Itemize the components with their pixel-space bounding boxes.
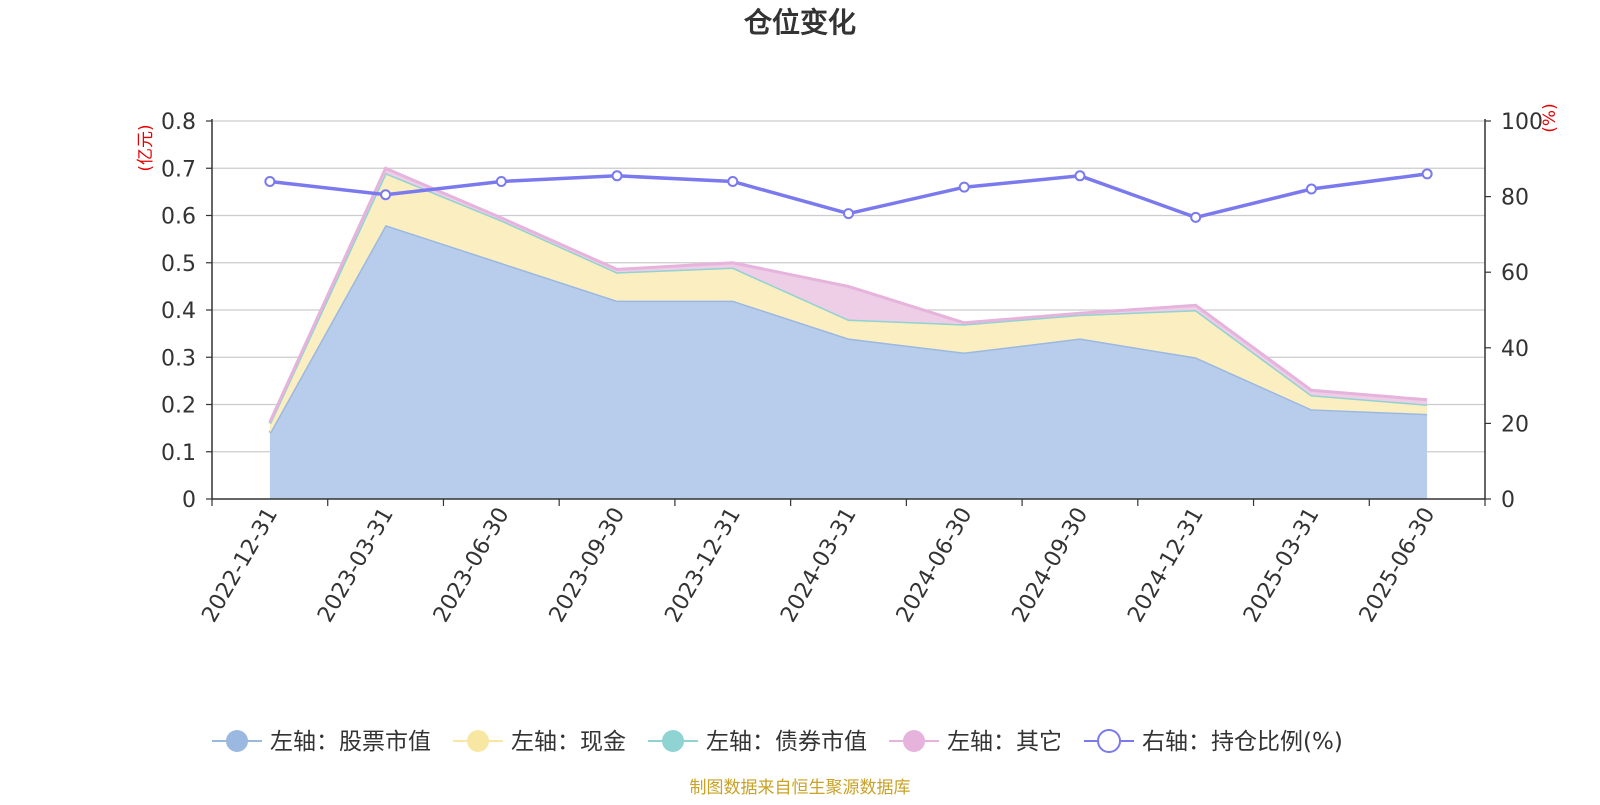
legend-dot-icon (226, 730, 248, 752)
left-axis-tick-label: 0.2 (161, 394, 196, 419)
area-line-左轴：其它 (268, 166, 1428, 423)
left-axis-tick-label: 0 (182, 488, 196, 513)
legend-item[interactable]: 左轴：债券市值 (648, 729, 867, 755)
x-axis-tick-label: 2023-09-30 (545, 504, 631, 627)
ratio-point (611, 170, 623, 182)
x-axis-tick-label: 2024-06-30 (892, 504, 978, 627)
left-axis-tick-label: 0.7 (161, 157, 196, 182)
left-axis-tick-label: 0.1 (161, 441, 196, 466)
x-axis-tick-label: 2024-09-30 (1008, 504, 1094, 627)
right-axis-tick-label: 40 (1501, 337, 1529, 362)
x-axis-tick-label: 2024-03-31 (776, 504, 862, 627)
legend-label: 左轴：股票市值 (270, 729, 431, 755)
legend-dot-icon (903, 730, 925, 752)
area-左轴：股票市值 (269, 225, 1428, 499)
legend-ring-icon (1097, 729, 1121, 753)
x-axis-tick-label: 2023-12-31 (660, 504, 746, 627)
ratio-point (843, 208, 854, 220)
x-axis-tick-label: 2024-12-31 (1123, 504, 1209, 627)
legend-dot-icon (662, 730, 684, 752)
ratio-point (958, 181, 970, 193)
ratio-point (1305, 183, 1317, 195)
left-axis-tick-label: 0.5 (161, 252, 196, 277)
data-source-footer: 制图数据来自恒生聚源数据库 (690, 778, 911, 798)
ratio-point (264, 175, 276, 187)
area-左轴：其它 (269, 168, 1428, 424)
x-axis-tick-label: 2023-06-30 (429, 504, 515, 627)
ratio-point (1421, 168, 1433, 180)
right-axis-tick-label: 100 (1501, 110, 1543, 135)
legend-label: 左轴：债券市值 (706, 729, 867, 755)
x-axis-tick-label: 2025-06-30 (1355, 504, 1441, 627)
legend-dot-icon (467, 730, 489, 752)
legend-item[interactable]: 左轴：其它 (889, 729, 1062, 755)
position-ratio-line (264, 168, 1433, 223)
legend-label: 右轴：持仓比例(%) (1142, 729, 1343, 755)
ratio-point (727, 175, 739, 187)
legend-label: 左轴：其它 (947, 729, 1062, 755)
x-axis-tick-label: 2022-12-31 (197, 504, 283, 627)
right-axis-tick-label: 0 (1501, 488, 1515, 513)
left-axis-unit: (亿元) (136, 124, 156, 171)
left-axis-tick-label: 0.8 (161, 110, 196, 135)
x-axis-tick-label: 2025-03-31 (1239, 504, 1325, 627)
legend-item[interactable]: 右轴：持仓比例(%) (1084, 729, 1343, 755)
right-axis-tick-label: 80 (1501, 186, 1529, 211)
right-axis-unit: (%) (1540, 103, 1560, 132)
left-axis-tick-label: 0.4 (161, 299, 196, 324)
left-axis-tick-label: 0.6 (161, 205, 196, 230)
legend-item[interactable]: 左轴：现金 (453, 729, 626, 755)
right-axis-tick-label: 60 (1501, 261, 1529, 286)
ratio-point (380, 189, 392, 201)
legend: 左轴：股票市值 左轴：现金 左轴：债券市值 左轴：其它 右轴：持仓比例(%) (212, 729, 1343, 755)
ratio-point (1074, 170, 1086, 182)
x-axis-tick-label: 2023-03-31 (313, 504, 399, 627)
legend-item[interactable]: 左轴：股票市值 (212, 729, 431, 755)
legend-label: 左轴：现金 (511, 729, 626, 755)
left-axis-tick-label: 0.3 (161, 346, 196, 371)
ratio-point (495, 175, 507, 187)
chart-title: 仓位变化 (744, 6, 856, 39)
ratio-point (1190, 211, 1202, 223)
right-axis-tick-label: 20 (1501, 412, 1529, 437)
stacked-areas (268, 166, 1428, 499)
